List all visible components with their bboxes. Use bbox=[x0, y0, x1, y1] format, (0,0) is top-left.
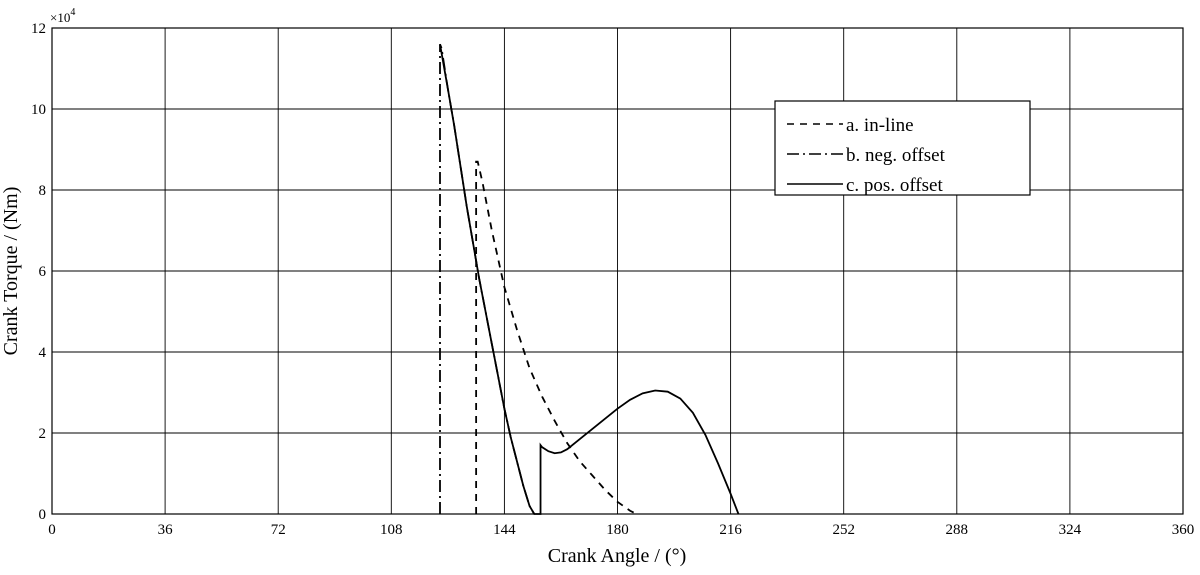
legend-label-3: c. pos. offset bbox=[846, 175, 943, 196]
series-line-3 bbox=[439, 44, 740, 515]
y-tick-label: 2 bbox=[39, 426, 47, 442]
y-tick-label: 6 bbox=[39, 264, 47, 280]
x-tick-label: 108 bbox=[380, 522, 403, 538]
series-line-2 bbox=[439, 43, 536, 515]
x-tick-label: 324 bbox=[1059, 522, 1082, 538]
y-tick-label: 4 bbox=[39, 345, 47, 361]
x-axis-title: Crank Angle / (°) bbox=[548, 545, 687, 567]
y-tick-label: 10 bbox=[31, 102, 46, 118]
series-lines bbox=[439, 43, 740, 515]
legend-box bbox=[774, 100, 1031, 196]
x-tick-label: 180 bbox=[606, 522, 629, 538]
legend-label-1: a. in-line bbox=[846, 115, 914, 136]
y-tick-label: 12 bbox=[31, 21, 46, 37]
x-tick-label: 144 bbox=[493, 522, 516, 538]
x-tick-label: 0 bbox=[48, 522, 56, 538]
plot-frame bbox=[51, 27, 1184, 515]
y-multiplier-base: ×10 bbox=[50, 10, 70, 25]
x-tick-label: 360 bbox=[1172, 522, 1195, 538]
x-tick-label: 36 bbox=[158, 522, 174, 538]
series-line-1 bbox=[475, 160, 637, 515]
legend-label-2: b. neg. offset bbox=[846, 145, 946, 166]
y-tick-label: 0 bbox=[39, 507, 47, 523]
y-multiplier-label: ×104 bbox=[50, 7, 75, 25]
x-tick-label: 288 bbox=[946, 522, 969, 538]
y-tick-label: 8 bbox=[39, 183, 47, 199]
y-tick-labels: 0 2 4 6 8 10 12 bbox=[31, 21, 47, 523]
y-axis-title: Crank Torque / (Nm) bbox=[0, 187, 22, 356]
x-tick-label: 216 bbox=[719, 522, 742, 538]
x-tick-label: 252 bbox=[832, 522, 855, 538]
y-multiplier-exponent: 4 bbox=[70, 7, 75, 18]
x-tick-label: 72 bbox=[271, 522, 286, 538]
x-tick-labels: 0 36 72 108 144 180 216 252 288 324 360 bbox=[48, 522, 1194, 538]
legend: a. in-line b. neg. offset c. pos. offset bbox=[774, 100, 1031, 196]
